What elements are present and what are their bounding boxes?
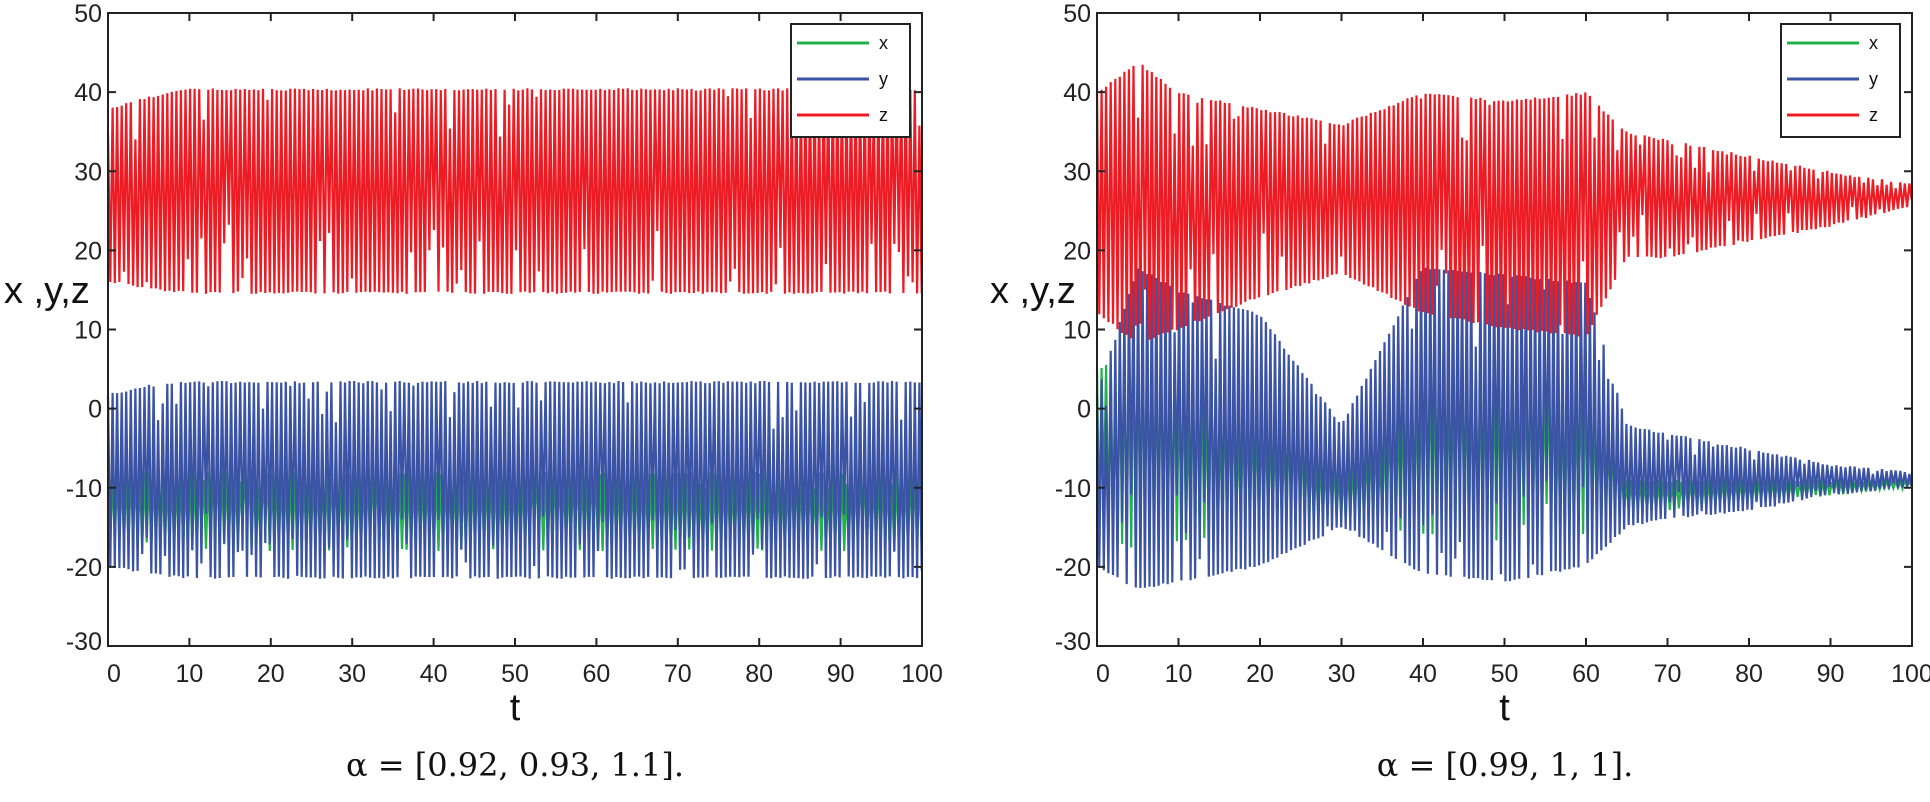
y-tick-label: 30 [1063, 158, 1091, 186]
y-tick-label: -10 [66, 475, 102, 503]
series-y-line [1095, 267, 1913, 589]
x-tick-label: 80 [745, 660, 773, 688]
x-tick-label: 40 [420, 660, 448, 688]
legend-label-y: y [879, 69, 888, 89]
y-tick-label: -30 [1055, 628, 1091, 656]
y-tick-label: -20 [1055, 554, 1091, 582]
caption: α = [0.92, 0.93, 1.1]. [346, 746, 684, 784]
y-tick-label: 30 [74, 158, 102, 186]
x-tick-label: 30 [1328, 660, 1356, 688]
x-tick-label: 80 [1735, 660, 1763, 688]
legend-label-z: z [879, 105, 888, 125]
y-tick-label: 20 [74, 237, 102, 265]
x-tick-label: 10 [175, 660, 203, 688]
y-tick-label: -20 [66, 554, 102, 582]
y-tick-label: 40 [1063, 79, 1091, 107]
x-tick-label: 90 [827, 660, 855, 688]
x-tick-label: 30 [338, 660, 366, 688]
x-tick-label: 50 [1491, 660, 1519, 688]
x-tick-label: 50 [501, 660, 529, 688]
legend-label-x: x [879, 33, 888, 53]
x-tick-label: 60 [582, 660, 610, 688]
y-tick-label: -10 [1055, 475, 1091, 503]
legend-label-x: x [1869, 33, 1878, 53]
chart-panel-right: 0 10 20 30 40 50 60 70 80 90 100 -30 -20 -10 0 10 20 30 40… [990, 0, 1930, 784]
x-axis-label: t [510, 687, 521, 729]
legend-label-y: y [1869, 69, 1878, 89]
series-y-line [106, 380, 923, 579]
series-z-line [106, 88, 923, 294]
legend-label-z: z [1869, 105, 1878, 125]
y-tick-label: 0 [88, 396, 102, 424]
series-z-line [1095, 64, 1913, 340]
x-tick-label: 20 [257, 660, 285, 688]
x-tick-label: 0 [107, 660, 121, 688]
y-tick-label: 10 [1063, 317, 1091, 345]
caption: α = [0.99, 1, 1]. [1377, 746, 1634, 784]
y-axis-label: x ,y,z [990, 270, 1076, 312]
y-tick-label: 40 [74, 79, 102, 107]
y-tick-label: 10 [74, 317, 102, 345]
x-tick-label: 70 [664, 660, 692, 688]
y-axis-label: x ,y,z [4, 270, 90, 312]
x-axis-label: t [1499, 687, 1510, 729]
y-tick-label: 50 [1063, 0, 1091, 28]
x-tick-label: 10 [1165, 660, 1193, 688]
x-tick-label: 0 [1096, 660, 1110, 688]
y-tick-label: -30 [66, 628, 102, 656]
y-tick-label: 50 [74, 0, 102, 28]
x-tick-label: 100 [901, 660, 943, 688]
x-tick-label: 20 [1246, 660, 1274, 688]
chart-panel-left: 0 10 20 30 40 50 60 70 80 90 100 -30 -20 -10 0 10 20 30 40… [4, 0, 943, 784]
x-tick-label: 40 [1409, 660, 1437, 688]
x-tick-label: 90 [1817, 660, 1845, 688]
x-tick-label: 60 [1572, 660, 1600, 688]
y-tick-label: 20 [1063, 237, 1091, 265]
x-tick-label: 100 [1891, 660, 1930, 688]
y-tick-label: 0 [1077, 396, 1091, 424]
x-tick-label: 70 [1654, 660, 1682, 688]
